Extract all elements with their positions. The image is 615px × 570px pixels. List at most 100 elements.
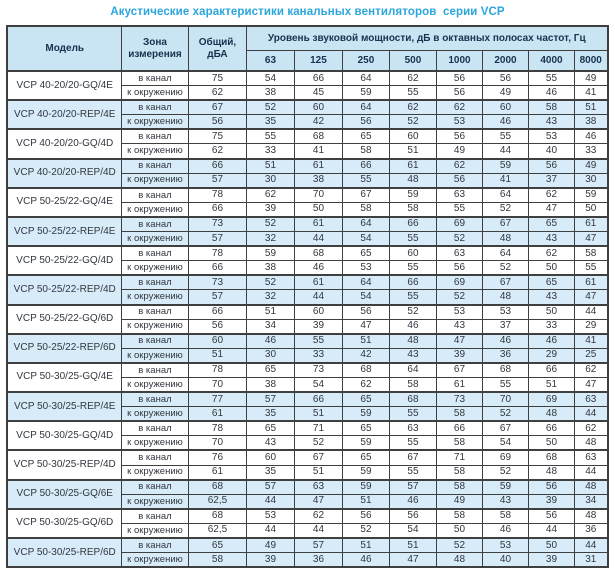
band-value-cell-8000: 47	[573, 376, 609, 393]
band-value-cell-1000: 71	[435, 449, 483, 466]
band-value-cell-63: 35	[245, 464, 295, 481]
table-row: к окружению 58 39 36 46 47 48 40 39 31	[7, 552, 609, 568]
band-value-cell-250: 65	[341, 449, 390, 466]
model-cell: VCP 50-30/25-REP/4D	[6, 449, 122, 481]
band-value-cell-1000: 58	[435, 464, 483, 481]
band-value-cell-8000: 62	[573, 420, 609, 437]
band-value-cell-125: 38	[293, 172, 343, 189]
band-value-cell-1000: 69	[435, 215, 483, 233]
band-value-cell-63: 38	[245, 260, 295, 276]
total-dba-cell: 56	[187, 114, 247, 130]
band-value-cell-125: 60	[293, 99, 343, 116]
band-value-cell-2000: 64	[481, 245, 529, 262]
page-title: Акустические характеристики канальных ве…	[110, 6, 505, 18]
band-value-cell-250: 64	[341, 274, 390, 291]
zone-cell: к окружению	[120, 318, 189, 335]
band-value-cell-2000: 70	[481, 391, 529, 408]
band-value-cell-4000: 58	[527, 99, 575, 116]
model-cell: VCP 50-30/25-GQ/6D	[6, 507, 122, 539]
table-header: Модель Зона измерения Общий, дБА Уровень…	[6, 25, 609, 72]
band-value-cell-4000: 47	[527, 201, 575, 218]
acoustic-characteristics-table: Модель Зона измерения Общий, дБА Уровень…	[6, 25, 609, 569]
band-value-cell-250: 65	[341, 245, 390, 262]
band-value-cell-8000: 25	[573, 347, 609, 364]
band-value-cell-125: 47	[293, 493, 343, 510]
model-cell: VCP 50-25/22-GQ/4E	[6, 186, 122, 218]
table-row: к окружению 57 32 44 54 55 52 48 43 47	[7, 231, 609, 247]
zone-cell: в канал	[120, 274, 189, 291]
band-value-cell-2000: 53	[481, 537, 529, 554]
band-value-cell-2000: 58	[481, 507, 529, 524]
band-value-cell-1000: 61	[435, 376, 483, 393]
band-value-cell-125: 39	[293, 318, 343, 335]
band-value-cell-4000: 44	[527, 522, 575, 539]
band-value-cell-125: 61	[293, 274, 343, 291]
band-value-cell-8000: 36	[573, 522, 609, 539]
band-value-cell-2000: 60	[481, 99, 529, 116]
band-value-cell-1000: 53	[435, 303, 483, 320]
band-value-cell-2000: 69	[481, 449, 529, 466]
table-row: VCP 50-30/25-GQ/6E в канал 68 57 63 59 57 58 59 5…	[6, 478, 609, 510]
model-cell: VCP 50-30/25-GQ/6E	[6, 478, 122, 510]
col-header-freq-4000: 4000	[527, 49, 575, 72]
band-value-cell-1000: 43	[435, 318, 483, 335]
zone-cell: к окружению	[120, 522, 189, 539]
band-value-cell-125: 62	[293, 507, 343, 524]
band-value-cell-1000: 58	[435, 435, 483, 451]
model-cell: VCP 40-20/20-REP/4D	[6, 157, 122, 189]
band-value-cell-63: 44	[245, 522, 295, 539]
band-value-cell-8000: 44	[573, 303, 609, 320]
band-value-cell-500: 55	[388, 289, 437, 305]
band-value-cell-4000: 48	[527, 464, 575, 481]
band-value-cell-63: 52	[245, 215, 295, 233]
zone-cell: к окружению	[120, 552, 189, 568]
band-value-cell-2000: 48	[481, 231, 529, 247]
total-dba-cell: 60	[187, 332, 247, 349]
total-dba-cell: 66	[187, 157, 247, 174]
band-value-cell-1000: 56	[435, 85, 483, 101]
band-value-cell-125: 60	[293, 303, 343, 320]
band-value-cell-8000: 48	[573, 478, 609, 495]
band-value-cell-63: 65	[245, 361, 295, 378]
total-dba-cell: 56	[187, 318, 247, 335]
band-value-cell-4000: 43	[527, 289, 575, 305]
band-value-cell-1000: 67	[435, 361, 483, 378]
model-cell: VCP 50-30/25-GQ/4D	[6, 420, 122, 451]
band-value-cell-500: 51	[388, 143, 437, 160]
band-value-cell-2000: 52	[481, 464, 529, 481]
band-value-cell-4000: 46	[527, 85, 575, 101]
band-value-cell-8000: 44	[573, 537, 609, 554]
band-value-cell-8000: 33	[573, 143, 609, 160]
table-row: VCP 50-30/25-REP/6D в канал 65 49 57 51 51 52 53…	[6, 536, 609, 568]
band-value-cell-500: 52	[388, 114, 437, 130]
band-value-cell-1000: 52	[435, 537, 483, 554]
band-value-cell-250: 54	[341, 231, 390, 247]
band-value-cell-8000: 61	[573, 215, 609, 233]
band-value-cell-500: 62	[388, 99, 437, 116]
table-row: к окружению 61 35 51 59 55 58 52 48 44	[7, 464, 609, 481]
zone-cell: в канал	[120, 303, 189, 320]
band-value-cell-125: 55	[293, 332, 343, 349]
total-dba-cell: 75	[187, 128, 247, 145]
band-value-cell-250: 56	[341, 507, 390, 524]
total-dba-cell: 51	[187, 347, 247, 364]
col-header-sound-power-level: Уровень звуковой мощности, дБ в октавных…	[245, 25, 609, 51]
band-value-cell-500: 43	[388, 347, 437, 364]
table-row: к окружению 70 43 52 59 55 58 54 50 48	[7, 435, 609, 451]
band-value-cell-500: 56	[388, 507, 437, 524]
table-row: к окружению 62,5 44 44 52 54 50 46 44 36	[7, 522, 609, 539]
band-value-cell-2000: 49	[481, 85, 529, 101]
band-value-cell-8000: 48	[573, 435, 609, 451]
band-value-cell-63: 30	[245, 347, 295, 364]
band-value-cell-8000: 63	[573, 449, 609, 466]
zone-cell: в канал	[120, 128, 189, 145]
band-value-cell-2000: 68	[481, 361, 529, 378]
band-value-cell-1000: 39	[435, 347, 483, 364]
model-cell: VCP 40-20/20-REP/4E	[6, 99, 122, 130]
band-value-cell-8000: 30	[573, 172, 609, 189]
band-value-cell-250: 59	[341, 406, 390, 422]
band-value-cell-125: 50	[293, 201, 343, 218]
zone-cell: в канал	[120, 215, 189, 233]
band-value-cell-2000: 53	[481, 303, 529, 320]
band-value-cell-2000: 40	[481, 552, 529, 568]
